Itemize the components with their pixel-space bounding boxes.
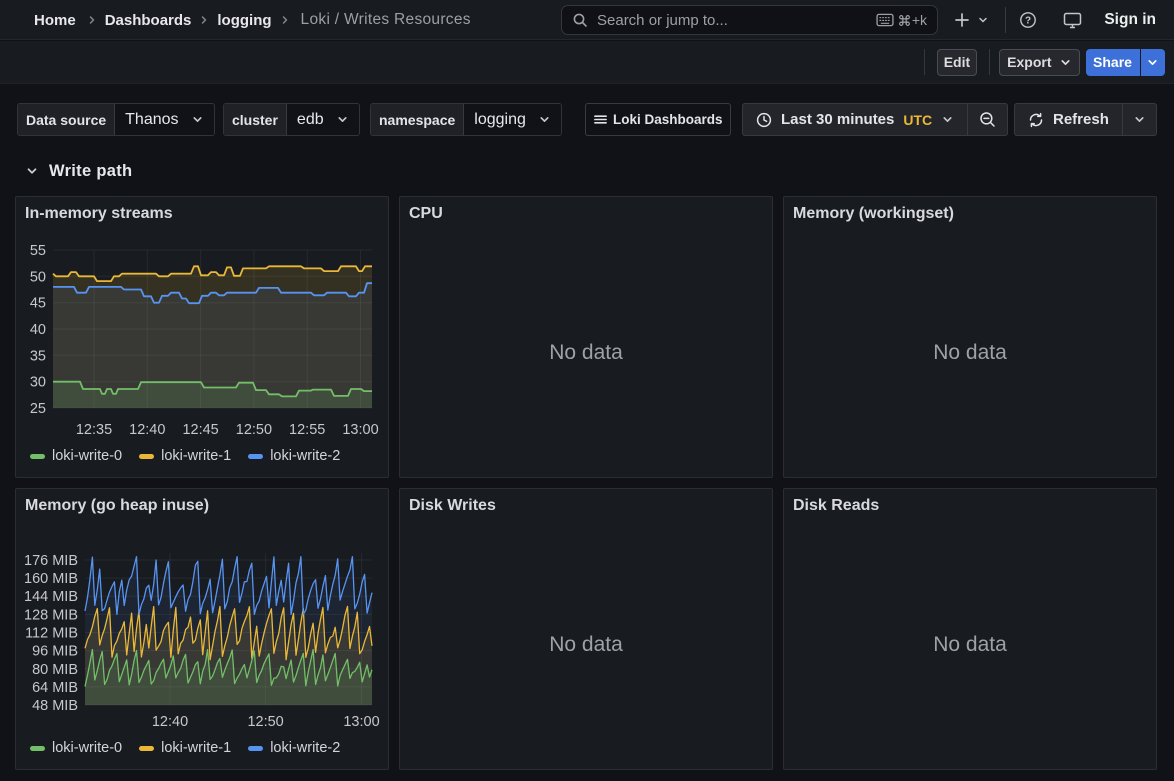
svg-text:13:00: 13:00	[343, 714, 379, 730]
svg-text:64 MIB: 64 MIB	[32, 680, 78, 696]
svg-text:13:00: 13:00	[342, 422, 378, 438]
svg-text:12:50: 12:50	[236, 422, 272, 438]
svg-text:12:55: 12:55	[289, 422, 325, 438]
svg-text:128 MIB: 128 MIB	[24, 607, 78, 623]
svg-text:25: 25	[30, 401, 46, 417]
svg-text:112 MIB: 112 MIB	[25, 626, 78, 642]
svg-text:40: 40	[30, 322, 46, 338]
svg-text:12:35: 12:35	[76, 422, 112, 438]
svg-text:12:45: 12:45	[182, 422, 218, 438]
svg-text:48 MIB: 48 MIB	[32, 698, 78, 714]
svg-text:35: 35	[30, 348, 46, 364]
svg-text:176 MIB: 176 MIB	[24, 553, 78, 569]
svg-text:30: 30	[30, 375, 46, 391]
svg-text:?: ?	[1025, 16, 1031, 27]
svg-text:50: 50	[30, 269, 46, 285]
svg-text:12:40: 12:40	[152, 714, 188, 730]
svg-text:144 MIB: 144 MIB	[24, 589, 78, 605]
svg-text:80 MIB: 80 MIB	[32, 662, 78, 678]
svg-text:12:40: 12:40	[129, 422, 165, 438]
svg-text:160 MIB: 160 MIB	[24, 571, 78, 587]
svg-text:96 MIB: 96 MIB	[32, 644, 78, 660]
svg-text:45: 45	[30, 296, 46, 312]
svg-text:55: 55	[30, 243, 46, 259]
svg-text:12:50: 12:50	[247, 714, 283, 730]
